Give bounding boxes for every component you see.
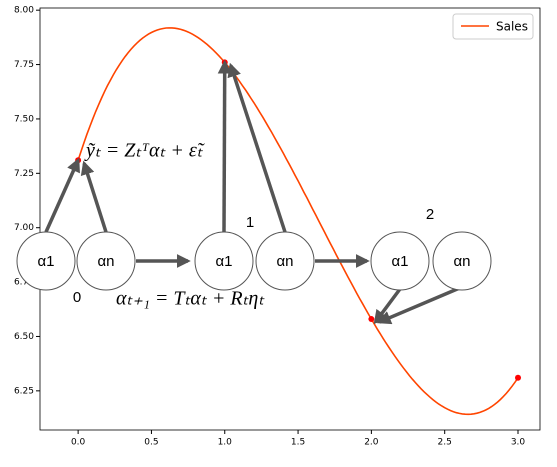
point [368,316,375,323]
step-label: 1 [246,214,254,231]
legend-label: Sales [496,20,528,34]
y-tick-label: 6.75 [14,278,34,288]
state-label: αn [453,253,470,270]
state-label: α1 [215,253,232,270]
step-label: 2 [426,206,434,223]
arrow [227,62,287,233]
arrow [44,157,80,233]
state-node [432,231,492,291]
line [77,27,519,416]
arrow [217,59,232,233]
step-label: 0 [73,289,81,306]
x-tick-label: 3.0 [511,438,526,448]
y-tick-label: 7.00 [14,223,34,233]
observation-equation: ỹₜ = Zₜᵀαₜ + ε̃ₜ [84,140,205,162]
state-node [76,231,136,291]
y-tick-label: 8.00 [14,6,34,16]
state-equation: αₜ₊₁ = Tₜαₜ + Rₜηₜ [116,288,265,310]
x-tick-label: 1.5 [291,438,305,448]
state-node [370,231,430,291]
x-tick-label: 0.5 [144,438,158,448]
y-tick-label: 7.50 [14,114,34,124]
x-tick-label: 0.0 [71,438,86,448]
arrow [376,285,463,325]
y-tick-label: 7.25 [14,169,34,179]
state-label: αn [97,253,114,270]
point [515,374,522,381]
plot-frame [39,7,541,431]
state-label: αn [276,253,293,270]
y-tick-label: 6.25 [14,386,34,396]
state-node [255,231,315,291]
state-node [16,231,76,291]
x-tick-label: 2.5 [438,438,452,448]
state-label: α1 [391,253,408,270]
arrow [80,160,108,233]
y-tick-label: 7.75 [14,60,34,70]
legend-box [452,13,534,40]
y-tick-label: 6.50 [14,332,34,342]
x-tick-label: 2.0 [364,438,379,448]
state-label: α1 [37,253,54,270]
x-tick-label: 1.0 [218,438,233,448]
state-node [194,231,254,291]
